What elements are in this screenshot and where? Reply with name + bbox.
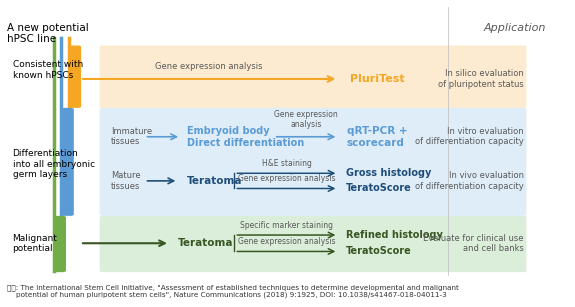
Text: Embryoid body
Direct differentiation: Embryoid body Direct differentiation [187,126,304,148]
Text: Gene expression analysis: Gene expression analysis [238,174,335,183]
Text: Malignant
potential: Malignant potential [13,234,58,253]
Text: Evaluate for clinical use
and cell banks: Evaluate for clinical use and cell banks [423,234,524,253]
Text: Specific marker staining: Specific marker staining [240,220,333,230]
Text: In vitro evaluation
of differentiation capacity: In vitro evaluation of differentiation c… [415,127,524,146]
Text: Teratoma: Teratoma [187,176,242,186]
Text: Immature
tissues: Immature tissues [111,127,152,146]
FancyBboxPatch shape [99,216,526,272]
Text: Consistent with
known hPSCs: Consistent with known hPSCs [13,60,83,80]
Text: In vivo evaluation
of differentiation capacity: In vivo evaluation of differentiation ca… [415,171,524,191]
Text: qRT-PCR +
scorecard: qRT-PCR + scorecard [347,126,407,148]
FancyBboxPatch shape [99,45,526,108]
Text: H&E staining: H&E staining [262,159,312,168]
Text: Teratoma: Teratoma [178,238,234,248]
FancyBboxPatch shape [62,108,74,216]
Text: Gene expression analysis: Gene expression analysis [238,237,335,246]
Text: TeratoScore: TeratoScore [346,247,411,256]
Text: TeratoScore: TeratoScore [346,184,411,193]
Text: Gene expression analysis: Gene expression analysis [155,62,263,71]
Text: Application: Application [484,23,546,33]
FancyBboxPatch shape [99,108,526,216]
Text: 자료: The International Stem Cell Initiative, "Assessment of established technique: 자료: The International Stem Cell Initiati… [7,284,459,298]
Text: Mature
tissues: Mature tissues [111,171,140,191]
Text: Gene expression
analysis: Gene expression analysis [274,110,338,129]
FancyBboxPatch shape [53,216,66,272]
Text: In silico evaluation
of pluripotent status: In silico evaluation of pluripotent stat… [438,69,524,89]
Text: Refined histology: Refined histology [346,230,443,240]
Text: Differentiation
into all embryonic
germ layers: Differentiation into all embryonic germ … [13,149,95,179]
Text: Gross histology: Gross histology [346,168,431,178]
Text: A new potential
hPSC line: A new potential hPSC line [7,23,89,44]
FancyBboxPatch shape [69,45,81,108]
Text: PluriTest: PluriTest [350,74,404,84]
